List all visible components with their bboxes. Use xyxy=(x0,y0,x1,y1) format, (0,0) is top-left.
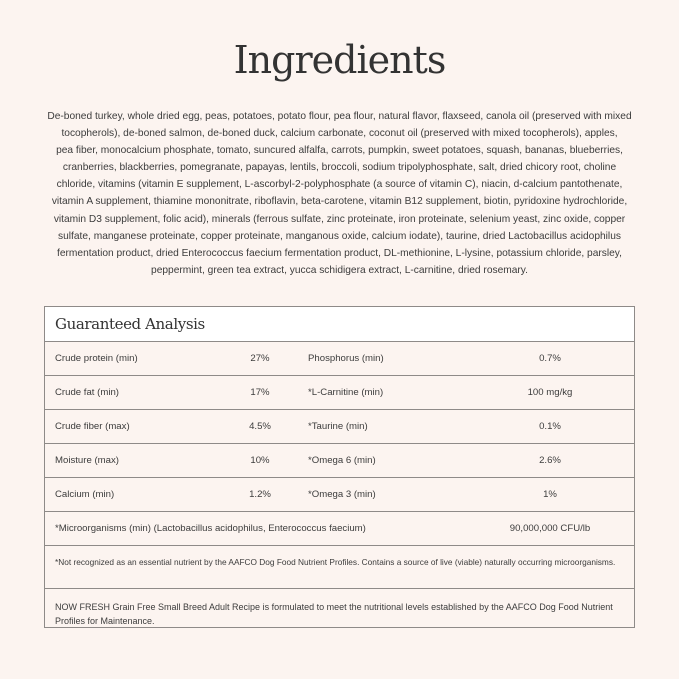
ingredients-line: tocopherols), de-boned salmon, de-boned … xyxy=(61,128,618,140)
table-row: Moisture (max) 10% *Omega 6 (min) 2.6% xyxy=(45,444,634,478)
nutrient-value: 4.5% xyxy=(249,421,271,432)
table-row-microorganisms: *Microorganisms (min) (Lactobacillus aci… xyxy=(45,512,634,546)
nutrient-value: 0.7% xyxy=(539,353,561,364)
guaranteed-analysis-table: Guaranteed Analysis Crude protein (min) … xyxy=(44,306,635,628)
nutrient-value: 27% xyxy=(250,353,270,364)
ingredients-line: vitamin D3 supplement, folic acid), mine… xyxy=(53,213,626,225)
table-row: Crude fat (min) 17% *L-Carnitine (min) 1… xyxy=(45,376,634,410)
ingredients-line: sulfate, manganese proteinate, copper pr… xyxy=(58,230,621,242)
table-row: Crude fiber (max) 4.5% *Taurine (min) 0.… xyxy=(45,410,634,444)
nutrient-label: Crude fat (min) xyxy=(55,387,119,398)
ingredients-line: vitamin A supplement, thiamine mononitra… xyxy=(51,196,628,208)
ingredients-line: pea fiber, monocalcium phosphate, tomato… xyxy=(56,145,623,157)
footnote: *Not recognized as an essential nutrient… xyxy=(45,546,634,589)
table-row: Calcium (min) 1.2% *Omega 3 (min) 1% xyxy=(45,478,634,512)
table-row: Crude protein (min) 27% Phosphorus (min)… xyxy=(45,342,634,376)
nutrient-value: 1% xyxy=(543,489,557,500)
nutrient-label: Moisture (max) xyxy=(55,455,119,466)
nutrient-value: 0.1% xyxy=(539,421,561,432)
aafco-statement: NOW FRESH Grain Free Small Breed Adult R… xyxy=(55,602,613,626)
ingredients-line: De-boned turkey, whole dried egg, peas, … xyxy=(47,111,632,122)
nutrient-label: Calcium (min) xyxy=(55,489,115,500)
nutrient-label: *Taurine (min) xyxy=(308,421,368,432)
nutrient-value: 10% xyxy=(250,455,270,466)
table-title: Guaranteed Analysis xyxy=(45,307,634,342)
nutrient-value: 90,000,000 CFU/lb xyxy=(509,523,591,534)
ingredients-line: cranberries, blackberries, pomegranate, … xyxy=(62,162,617,174)
ingredients-line: peppermint, green tea extract, yucca sch… xyxy=(151,264,528,276)
nutrient-value: 100 mg/kg xyxy=(527,387,573,398)
nutrient-value: 2.6% xyxy=(539,455,561,466)
nutrient-label: Crude fiber (max) xyxy=(55,421,130,432)
nutrient-label: *L-Carnitine (min) xyxy=(308,387,384,398)
ingredients-line: fermentation product, dried Enterococcus… xyxy=(57,247,622,259)
nutrient-label: *Omega 3 (min) xyxy=(308,489,376,500)
ingredients-line: chloride, vitamins (vitamin E supplement… xyxy=(56,179,623,191)
nutrient-label: Crude protein (min) xyxy=(55,353,138,364)
nutrient-value: 17% xyxy=(250,387,270,398)
nutrient-label: Phosphorus (min) xyxy=(308,353,384,364)
nutrient-label: *Omega 6 (min) xyxy=(308,455,376,466)
ingredients-list: De-boned turkey, whole dried egg, peas, … xyxy=(30,108,649,279)
nutrient-label: *Microorganisms (min) (Lactobacillus aci… xyxy=(55,523,366,534)
nutrient-value: 1.2% xyxy=(249,489,271,500)
page-title: Ingredients xyxy=(233,38,447,82)
